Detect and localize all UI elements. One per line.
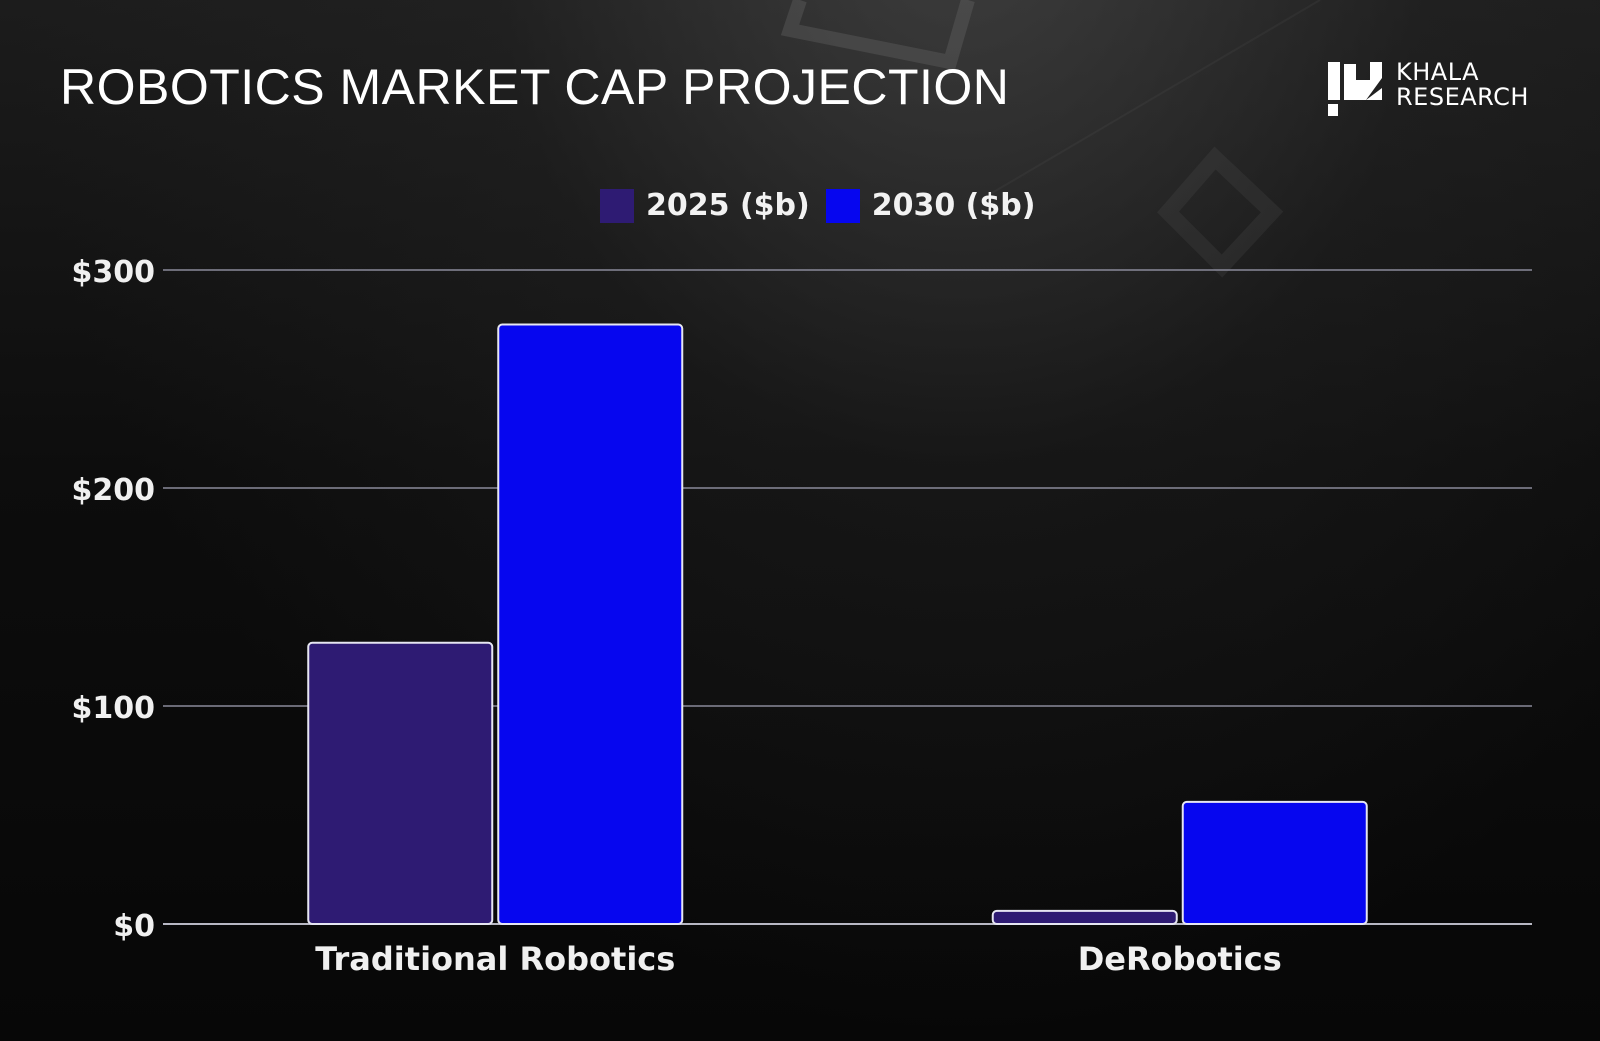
y-tick-label: $300 [72, 255, 156, 290]
logo-line-2: RESEARCH [1396, 83, 1529, 111]
bar-2030-traditional-robotics [497, 323, 684, 925]
khala-logo-icon [1328, 62, 1382, 116]
logo-wordmark: KHALA RESEARCH [1396, 60, 1529, 110]
legend-label-2025: 2025 ($b) [646, 188, 810, 223]
bar-2030-derobotics [1181, 800, 1368, 925]
legend-swatch-2025 [600, 188, 634, 223]
y-tick-label: $100 [72, 691, 156, 726]
page-title: ROBOTICS MARKET CAP PROJECTION [60, 59, 1010, 115]
y-tick-label: $0 [113, 909, 155, 944]
x-tick-label: DeRobotics [1078, 940, 1282, 978]
y-tick-label: $200 [72, 473, 156, 508]
logo-line-1: KHALA [1396, 58, 1480, 86]
bar-2025-derobotics [991, 909, 1178, 925]
bar-2025-traditional-robotics [307, 641, 494, 926]
brand-logo: KHALA RESEARCH [1326, 58, 1546, 118]
chart-legend: 2025 ($b) 2030 ($b) [600, 188, 1035, 223]
x-tick-label: Traditional Robotics [315, 940, 675, 978]
legend-item-2030: 2030 ($b) [825, 188, 1036, 223]
legend-item-2025: 2025 ($b) [600, 188, 810, 223]
legend-swatch-2030 [825, 188, 860, 223]
legend-label-2030: 2030 ($b) [871, 188, 1036, 223]
